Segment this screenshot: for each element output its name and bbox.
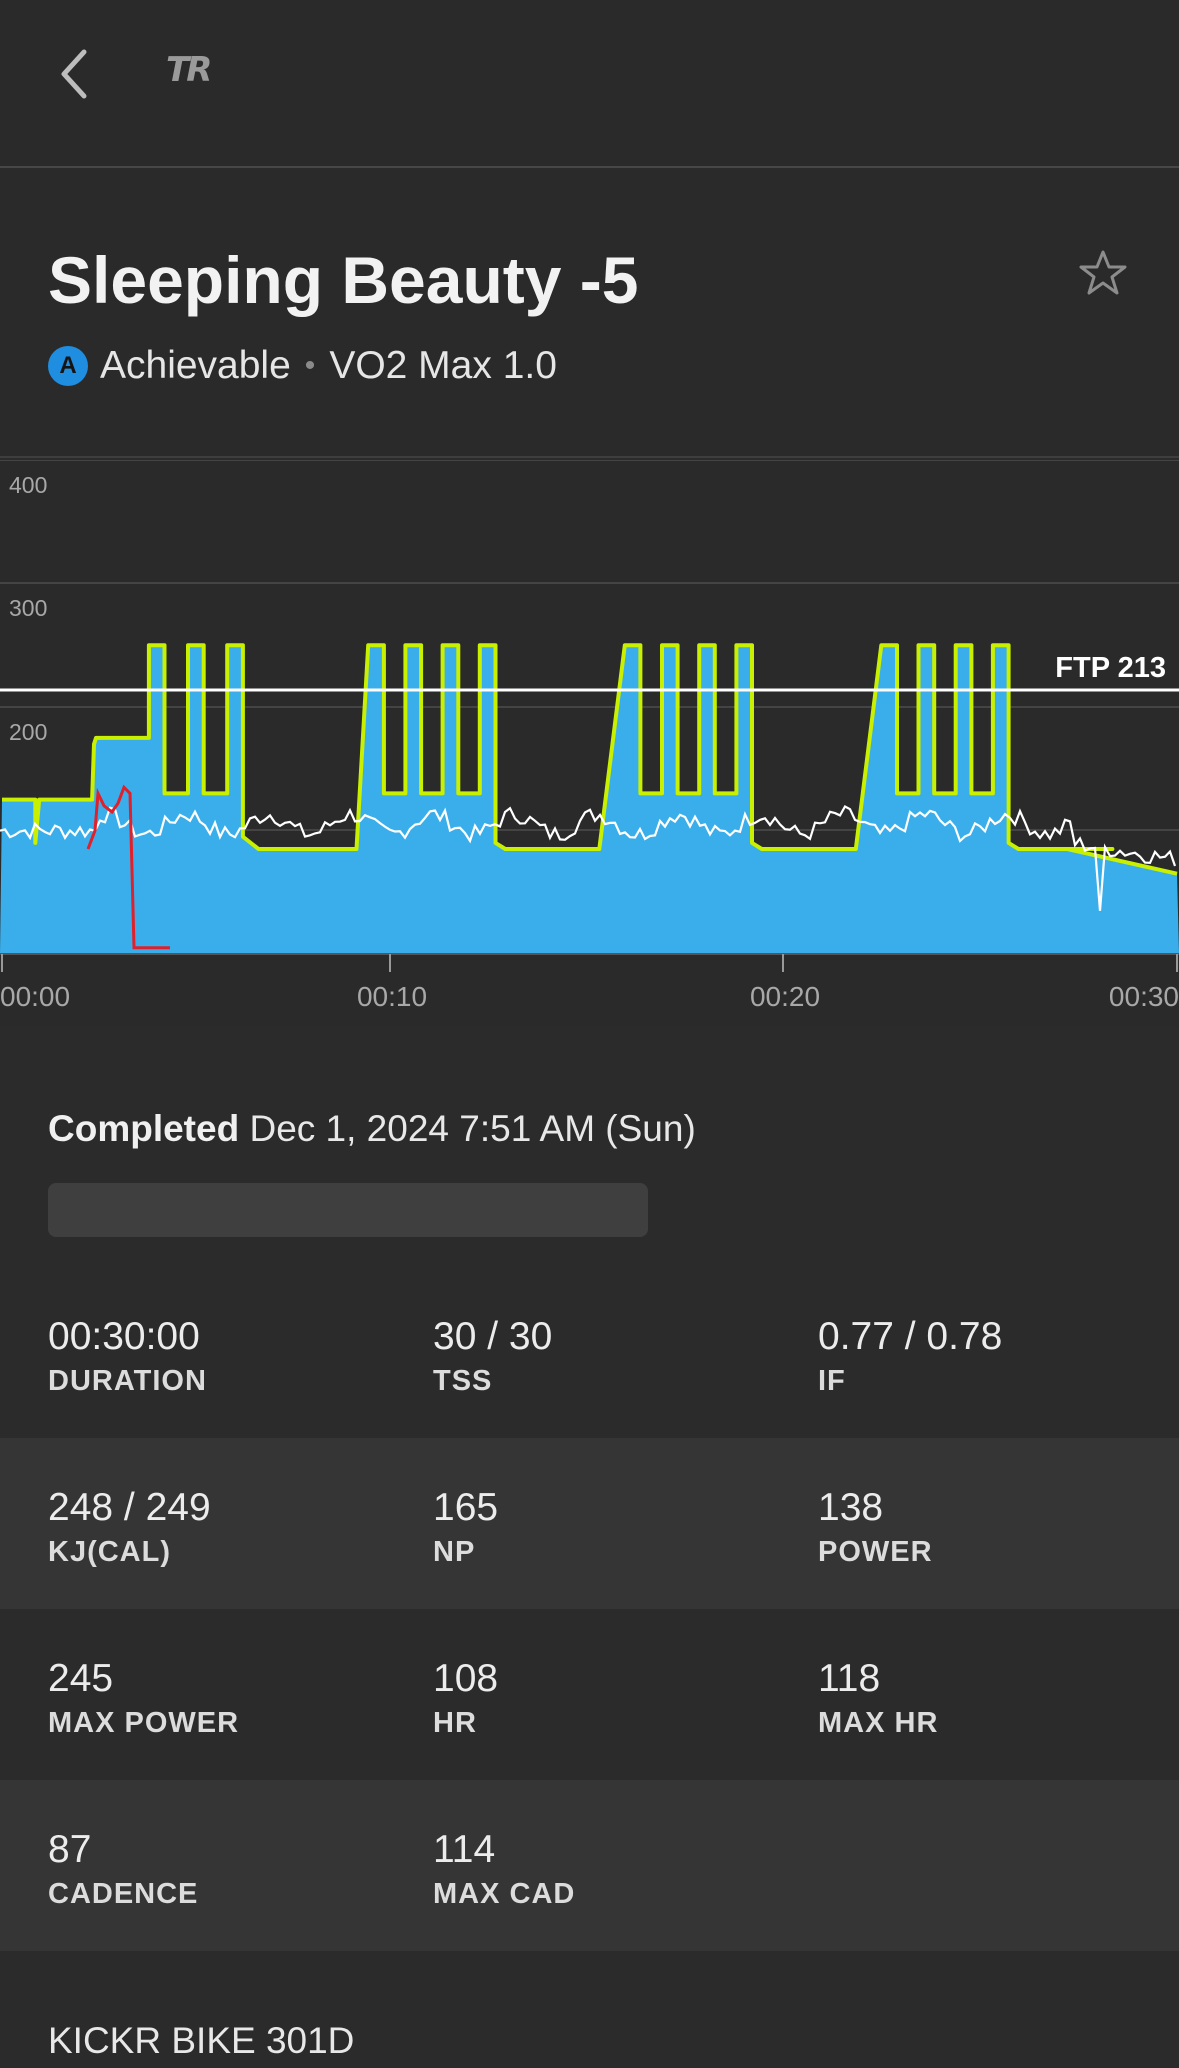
stats-row: 248 / 249 KJ(CAL) 165 NP 138 POWER (0, 1438, 1179, 1609)
star-icon (1079, 250, 1127, 295)
stat-label: DURATION (48, 1365, 207, 1397)
trainerroad-logo: TR (166, 50, 212, 90)
completed-value: Dec 1, 2024 7:51 AM (Sun) (249, 1108, 696, 1149)
ftp-label: FTP 213 (1055, 652, 1166, 684)
stat-tss: 30 / 30 TSS (433, 1315, 552, 1398)
device-name[interactable]: KICKR BIKE 301D (48, 2020, 355, 2061)
x-tick-label-0: 00:00 (0, 981, 70, 1012)
stat-label: CADENCE (48, 1878, 199, 1910)
back-button[interactable] (44, 40, 104, 108)
stats-row: 245 MAX POWER 108 HR 118 MAX HR (0, 1609, 1179, 1780)
stat-label: MAX HR (818, 1707, 939, 1739)
stat-hr: 108 HR (433, 1657, 498, 1740)
workout-title: Sleeping Beauty -5 (48, 243, 639, 317)
completed-label: Completed (48, 1108, 240, 1149)
top-bar: TR (0, 0, 1179, 168)
stat-value: 118 (818, 1657, 881, 1700)
stat-label: KJ(CAL) (48, 1536, 171, 1568)
stat-value: 165 (433, 1486, 499, 1529)
stat-cadence: 87 CADENCE (48, 1828, 198, 1911)
difficulty-badge: A (48, 346, 88, 386)
stat-label: TSS (433, 1365, 493, 1397)
x-tick-label-20: 00:20 (750, 981, 820, 1012)
stat-value: 108 (433, 1657, 499, 1700)
y-tick-200: 200 (9, 719, 47, 745)
stat-label: MAX POWER (48, 1707, 240, 1739)
stat-value: 0.77 / 0.78 (818, 1315, 1003, 1358)
stats-row: 00:30:00 DURATION 30 / 30 TSS 0.77 / 0.78 I… (0, 1267, 1179, 1438)
separator-dot: • (304, 349, 316, 382)
y-tick-400: 400 (9, 472, 47, 498)
stats-grid: 00:30:00 DURATION 30 / 30 TSS 0.77 / 0.78 I… (0, 1267, 1179, 1951)
actual-power-line (0, 805, 1177, 911)
stat-value: 138 (818, 1486, 884, 1529)
stat-max-cad: 114 MAX CAD (433, 1828, 575, 1911)
stat-label: NP (433, 1536, 476, 1568)
favorite-button[interactable] (1078, 248, 1128, 298)
completed-date: Completed Dec 1, 2024 7:51 AM (Sun) (48, 1108, 696, 1150)
stat-np: 165 NP (433, 1486, 498, 1569)
x-tick-label-30: 00:30 (1109, 981, 1179, 1012)
workout-header: Sleeping Beauty -5 A Achievable • VO2 Ma… (0, 170, 1179, 458)
stat-value: 248 / 249 (48, 1486, 211, 1529)
stat-if: 0.77 / 0.78 IF (818, 1315, 1002, 1398)
stat-value: 30 / 30 (433, 1315, 553, 1358)
stat-value: 114 (433, 1828, 496, 1871)
cadence-line (86, 784, 170, 950)
chevron-left-icon (61, 49, 87, 99)
stat-power: 138 POWER (818, 1486, 933, 1569)
stat-value: 00:30:00 (48, 1315, 200, 1358)
workout-subtitle: A Achievable • VO2 Max 1.0 (48, 344, 557, 388)
zone-label: VO2 Max 1.0 (329, 344, 557, 387)
stat-label: MAX CAD (433, 1878, 576, 1910)
stat-duration: 00:30:00 DURATION (48, 1315, 207, 1398)
stat-label: HR (433, 1707, 477, 1739)
stat-label: IF (818, 1365, 846, 1397)
stat-kj: 248 / 249 KJ(CAL) (48, 1486, 211, 1569)
stat-max-power: 245 MAX POWER (48, 1657, 239, 1740)
stat-value: 245 (48, 1657, 114, 1700)
y-tick-300: 300 (9, 595, 47, 621)
difficulty-label: Achievable (100, 344, 291, 387)
stat-value: 87 (48, 1828, 92, 1871)
target-power-area (0, 645, 1179, 954)
stats-row: 87 CADENCE 114 MAX CAD (0, 1780, 1179, 1951)
stat-label: POWER (818, 1536, 933, 1568)
x-tick-label-10: 00:10 (357, 981, 427, 1012)
workout-chart[interactable]: 400 300 200 FTP 213 00:00 00:10 00:20 00… (0, 460, 1179, 1026)
power-chart-svg: 400 300 200 FTP 213 00:00 00:10 00:20 00… (0, 460, 1179, 1012)
notes-placeholder-bar[interactable] (48, 1183, 648, 1237)
stat-max-hr: 118 MAX HR (818, 1657, 938, 1740)
target-power-outline (2, 643, 1178, 876)
